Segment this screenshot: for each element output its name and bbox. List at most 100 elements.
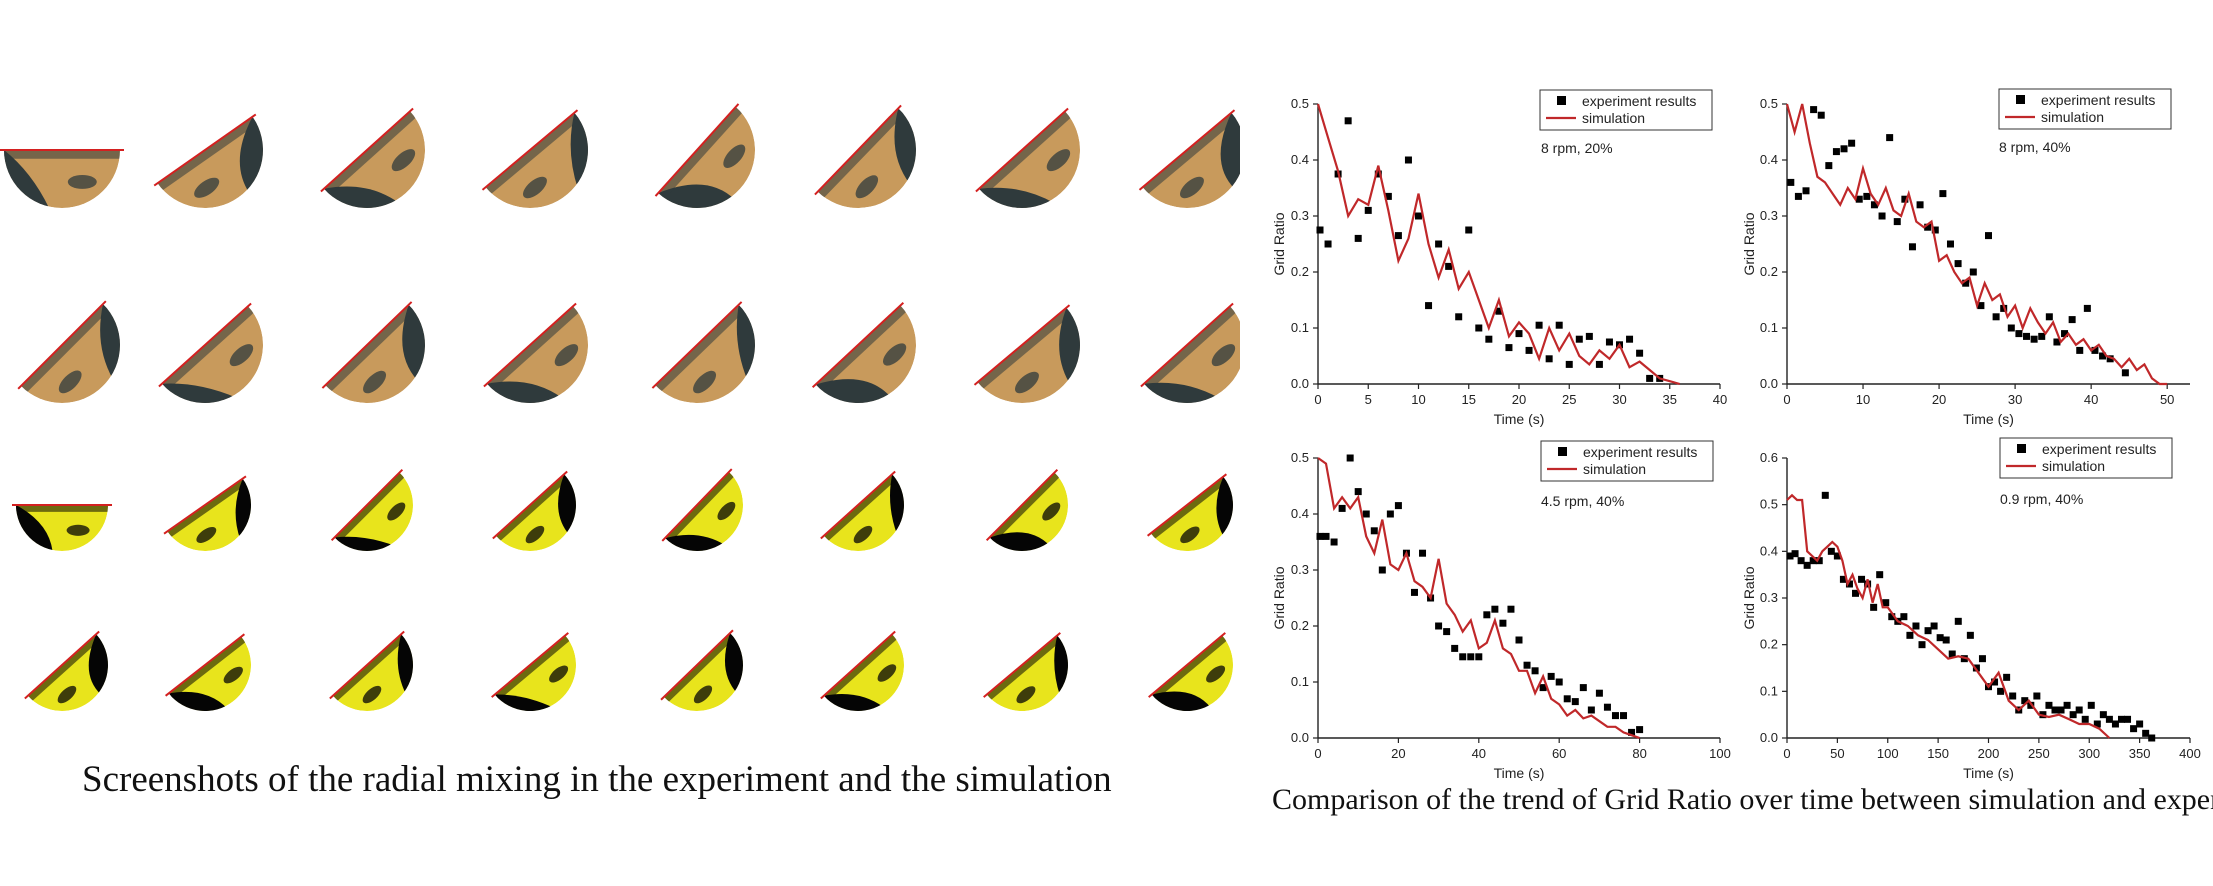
y-tick-label: 0.0 [1291, 376, 1309, 391]
experiment-point [1525, 346, 1533, 354]
experiment-point [1344, 117, 1352, 125]
simulation-line [1785, 103, 2168, 386]
x-tick-label: 0 [1783, 392, 1790, 407]
experiment-point [1585, 332, 1593, 340]
experiment-point [1797, 557, 1805, 565]
experiment-point [2099, 711, 2107, 719]
y-tick-label: 0.3 [1291, 208, 1309, 223]
experiment-point [1787, 178, 1795, 186]
experiment-point [2087, 701, 2095, 709]
legend-experiment-marker [1558, 447, 1567, 456]
experiment-point [1969, 268, 1977, 276]
experiment-point [2057, 706, 2065, 714]
experiment-point [1924, 627, 1932, 635]
simulation-line [1786, 493, 2111, 739]
experiment-point [1848, 139, 1856, 147]
legend-experiment-marker [2016, 95, 2025, 104]
experiment-point [1858, 575, 1866, 583]
experiment-point [2091, 346, 2099, 354]
x-tick-label: 15 [1462, 392, 1476, 407]
experiment-point [1491, 605, 1499, 613]
experiment-point [1595, 360, 1603, 368]
x-tick-label: 25 [1562, 392, 1576, 407]
snapshot-experiment [321, 301, 450, 403]
experiment-point [1535, 321, 1543, 329]
experiment-point [1636, 726, 1644, 734]
experiment-point [1346, 454, 1354, 462]
experiment-point [1415, 212, 1422, 220]
y-tick-label: 0.2 [1291, 264, 1309, 279]
condition-label: 8 rpm, 40% [1999, 139, 2071, 155]
snapshot-panel: Screenshots of the radial mixing in the … [0, 103, 1240, 800]
experiment-point [1505, 344, 1513, 352]
experiment-point [2121, 369, 2129, 377]
experiment-point [1876, 571, 1884, 579]
y-tick-label: 0.4 [1760, 543, 1778, 558]
x-tick-label: 40 [2084, 392, 2098, 407]
experiment-point [2069, 711, 2077, 719]
x-tick-label: 50 [1830, 746, 1844, 761]
experiment-point [2130, 725, 2138, 733]
x-axis-label: Time (s) [1494, 765, 1545, 781]
y-tick-label: 0.1 [1291, 320, 1309, 335]
experiment-point [1364, 206, 1372, 214]
experiment-point [2068, 316, 2076, 324]
experiment-point [1587, 706, 1595, 714]
experiment-point [1384, 192, 1392, 200]
experiment-point [1817, 111, 1825, 119]
experiment-point [1410, 588, 1418, 596]
experiment-point [2111, 720, 2119, 728]
experiment-point [1563, 695, 1571, 703]
x-tick-label: 30 [1612, 392, 1626, 407]
y-tick-label: 0.3 [1760, 590, 1778, 605]
y-axis-label: Grid Ratio [1741, 566, 1757, 629]
x-tick-label: 10 [1411, 392, 1425, 407]
experiment-point [1901, 195, 1909, 203]
experiment-point [1545, 355, 1553, 363]
experiment-point [1900, 613, 1908, 621]
x-tick-label: 0 [1314, 392, 1321, 407]
experiment-point [1809, 557, 1817, 565]
y-tick-label: 0.4 [1291, 152, 1309, 167]
experiment-point [1465, 226, 1473, 234]
legend-experiment-marker [2017, 444, 2026, 453]
experiment-point [1425, 302, 1433, 310]
experiment-point [1483, 611, 1491, 619]
snapshot-simulation [330, 468, 413, 571]
experiment-point [1495, 307, 1503, 315]
snapshot-simulation [661, 468, 743, 571]
experiment-point [1908, 243, 1916, 251]
experiment-point [1791, 550, 1799, 558]
y-tick-label: 0.1 [1760, 320, 1778, 335]
x-tick-label: 200 [1978, 746, 2000, 761]
y-tick-label: 0.2 [1760, 264, 1778, 279]
x-tick-label: 150 [1927, 746, 1949, 761]
experiment-point [2015, 330, 2023, 338]
experiment-point [1316, 226, 1324, 234]
experiment-point [1507, 605, 1515, 613]
experiment-point [1997, 687, 2005, 695]
experiment-point [2117, 715, 2125, 723]
experiment-point [1475, 324, 1483, 332]
y-tick-label: 0.5 [1760, 497, 1778, 512]
x-tick-label: 35 [1663, 392, 1677, 407]
x-tick-label: 400 [2179, 746, 2201, 761]
x-tick-label: 50 [2160, 392, 2174, 407]
experiment-point [1972, 664, 1980, 672]
right-caption: Comparison of the trend of Grid Ratio ov… [1272, 783, 2213, 816]
y-tick-label: 0.0 [1760, 376, 1778, 391]
snapshot-experiment [651, 301, 780, 403]
experiment-point [1565, 360, 1573, 368]
x-axis-label: Time (s) [1494, 411, 1545, 427]
experiment-point [2148, 734, 2156, 742]
x-tick-label: 20 [1512, 392, 1526, 407]
legend-simulation-label: simulation [2041, 109, 2104, 125]
x-tick-label: 80 [1632, 746, 1646, 761]
experiment-point [1839, 575, 1847, 583]
experiment-point [1394, 502, 1402, 510]
experiment-point [1832, 148, 1840, 156]
experiment-point [1794, 192, 1802, 200]
